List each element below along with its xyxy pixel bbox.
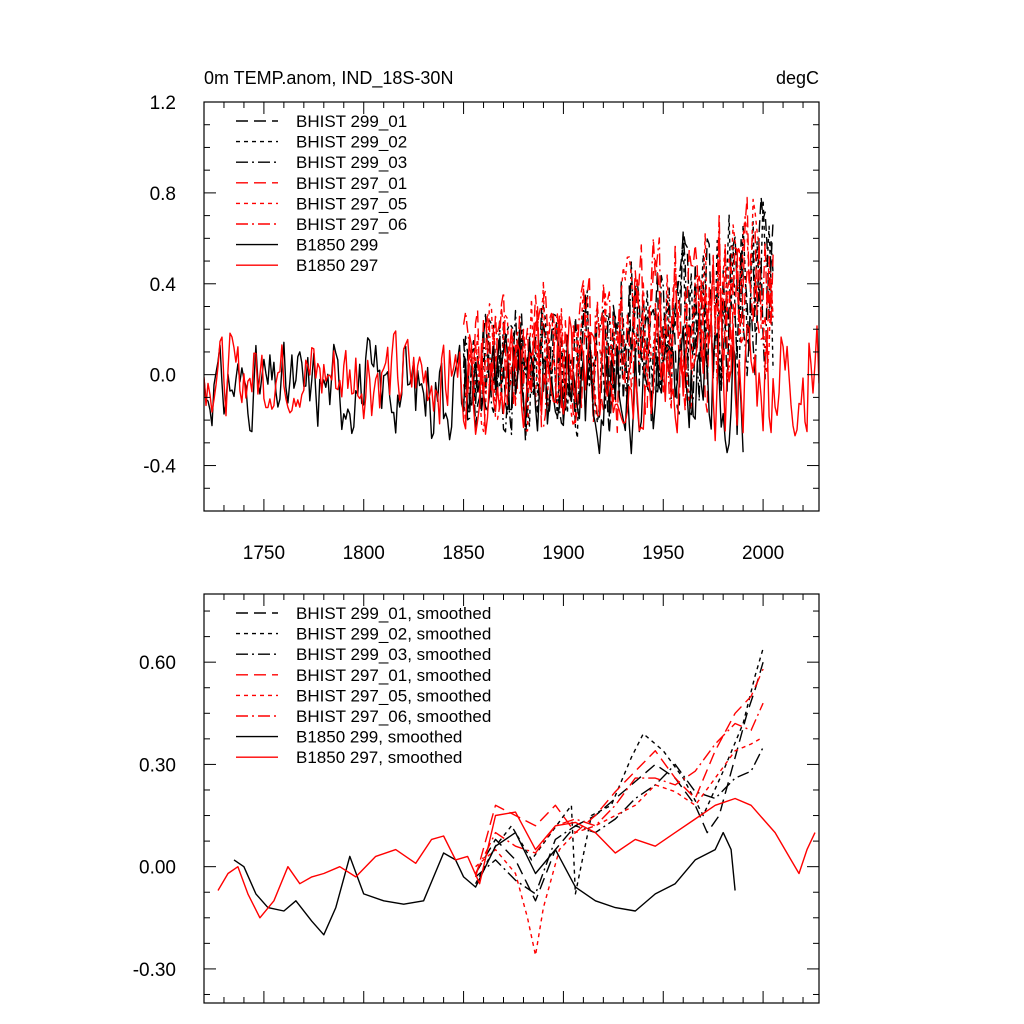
top-tick-labels: -0.4 0.0 0.4 0.8 1.2 1750 1800 1850 1900 1950 2000 <box>143 93 784 564</box>
series-line-b1850-297-smoothed <box>217 797 816 919</box>
legend-label: B1850 299 <box>296 236 378 255</box>
legend-label: BHIST 297_05, smoothed <box>296 686 491 705</box>
legend-label: BHIST 297_05 <box>296 194 407 213</box>
legend-label: BHIST 297_06, smoothed <box>296 707 491 726</box>
series-line-b1850-297 <box>204 300 819 442</box>
legend-label: BHIST 297_01 <box>296 174 407 193</box>
y-tick-label: 0.60 <box>139 653 176 674</box>
top-series-lines <box>204 196 819 455</box>
bottom-ticks <box>204 594 819 1003</box>
y-tick-label: 0.0 <box>150 366 176 387</box>
legend-label: BHIST 297_06 <box>296 215 407 234</box>
y-tick-label: 0.00 <box>139 858 176 879</box>
legend-label: B1850 299, smoothed <box>296 728 462 747</box>
bottom-panel: -0.30 0.00 0.30 0.60 BHIST 299_01, smoothed… <box>133 593 820 1004</box>
legend-label: BHIST 299_01 <box>296 112 407 131</box>
x-tick-label: 1800 <box>343 543 385 564</box>
series-line-b1850-299-smoothed <box>233 831 736 936</box>
y-tick-label: 0.8 <box>150 184 176 205</box>
x-tick-label: 1900 <box>542 543 584 564</box>
series-line-b1850-299 <box>204 325 744 455</box>
bottom-legend: BHIST 299_01, smoothed BHIST 299_02, smoo… <box>236 604 491 767</box>
bottom-tick-labels: -0.30 0.00 0.30 0.60 <box>133 653 176 981</box>
y-tick-label: 0.4 <box>150 275 177 296</box>
x-tick-label: 1750 <box>243 543 285 564</box>
series-line-bhist-297-01-smoothed <box>474 668 764 878</box>
y-tick-label: -0.4 <box>143 457 176 478</box>
legend-label: B1850 297 <box>296 256 378 275</box>
series-line-bhist-299-01-smoothed <box>474 662 764 902</box>
series-line-bhist-297-05-smoothed <box>475 736 764 956</box>
legend-label: BHIST 299_01, smoothed <box>296 604 491 623</box>
series-line-bhist-299-02-smoothed <box>474 648 764 895</box>
top-units: degC <box>776 68 819 88</box>
series-line-bhist-299-03 <box>462 234 774 436</box>
legend-label: BHIST 299_03, smoothed <box>296 645 491 664</box>
x-tick-label: 1950 <box>642 543 684 564</box>
bottom-plot-frame <box>203 593 820 1004</box>
top-panel: 0m TEMP.anom, IND_18S-30N degC -0.4 0.0 0.… <box>143 68 820 564</box>
y-tick-label: -0.30 <box>133 960 176 981</box>
y-tick-label: 1.2 <box>150 93 176 114</box>
legend-label: BHIST 299_03 <box>296 153 407 172</box>
series-line-bhist-299-03-smoothed <box>475 747 764 895</box>
legend-label: BHIST 299_02, smoothed <box>296 625 491 644</box>
y-tick-label: 0.30 <box>139 755 176 776</box>
legend-label: B1850 297, smoothed <box>296 748 462 767</box>
x-tick-label: 1850 <box>442 543 484 564</box>
x-tick-label: 2000 <box>742 543 784 564</box>
legend-label: BHIST 297_01, smoothed <box>296 666 491 685</box>
top-ticks <box>204 101 819 511</box>
bottom-series-lines <box>217 648 816 956</box>
legend-label: BHIST 299_02 <box>296 133 407 152</box>
top-title: 0m TEMP.anom, IND_18S-30N <box>204 68 453 89</box>
